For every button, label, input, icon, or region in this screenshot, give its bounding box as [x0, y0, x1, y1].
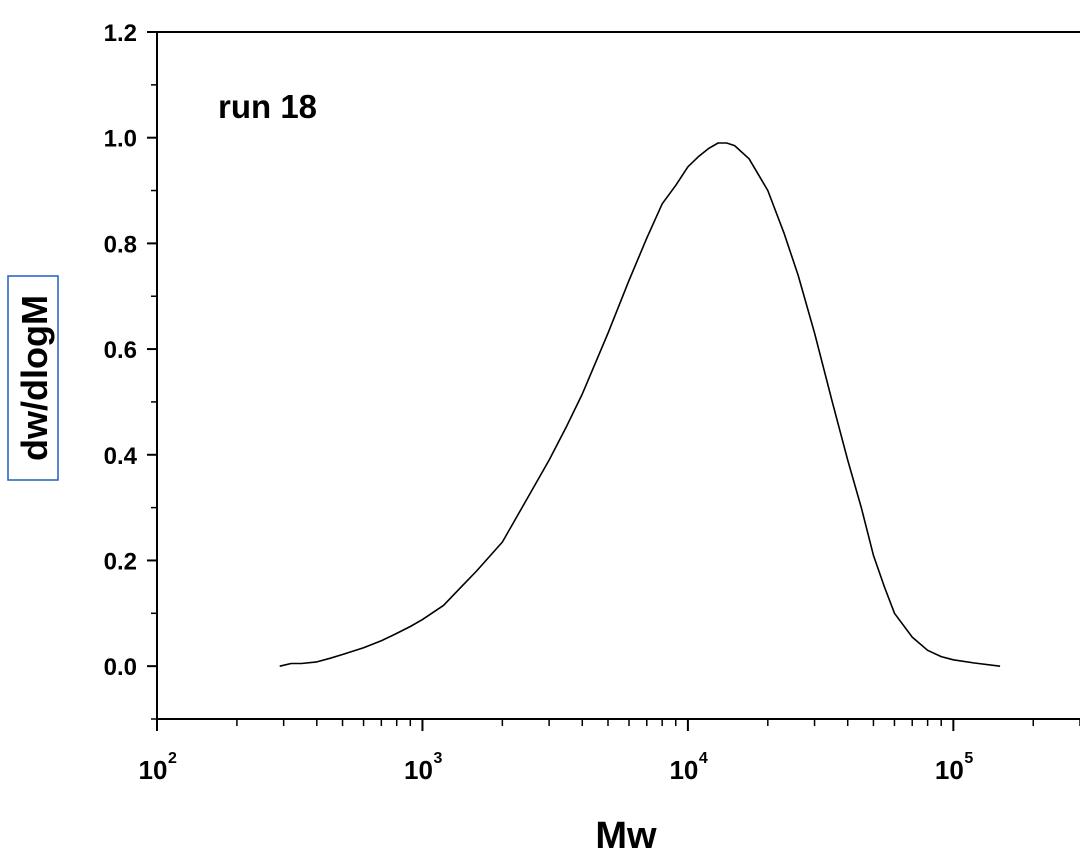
y-tick-label: 0.2 [104, 548, 137, 575]
series-layer [279, 142, 1001, 667]
x-axis-title: Mw [595, 815, 657, 857]
x-tick-label: 10 [669, 755, 698, 785]
series-line [279, 142, 1001, 667]
y-tick-label: 0.6 [104, 337, 137, 364]
x-tick-label: 10 [404, 755, 433, 785]
y-tick-label: 0.8 [104, 231, 137, 258]
y-tick-label: 0.4 [104, 443, 138, 470]
x-tick-label-exponent: 2 [168, 750, 177, 767]
y-axis-ticks: 0.0 0.2 0.4 0.6 0.8 1.0 1.2 [104, 20, 157, 720]
plot-frame [156, 31, 1080, 720]
run-annotation: run 18 [218, 88, 317, 125]
x-tick-label-exponent: 3 [433, 750, 442, 767]
y-tick-label: 0.0 [104, 654, 137, 681]
y-axis-title-group: dw/dlogM [7, 275, 59, 481]
y-axis-title-box [7, 275, 59, 481]
x-tick-label-exponent: 4 [699, 750, 708, 767]
y-tick-label: 1.0 [104, 126, 137, 153]
x-tick-label: 10 [139, 755, 168, 785]
x-tick-label: 10 [935, 755, 964, 785]
y-axis-title: dw/dlogM [14, 295, 55, 461]
x-tick-label-exponent: 5 [964, 750, 973, 767]
y-tick-label: 1.2 [104, 20, 137, 47]
x-axis-ticks: 10 2 10 3 10 4 10 5 [139, 719, 1080, 785]
